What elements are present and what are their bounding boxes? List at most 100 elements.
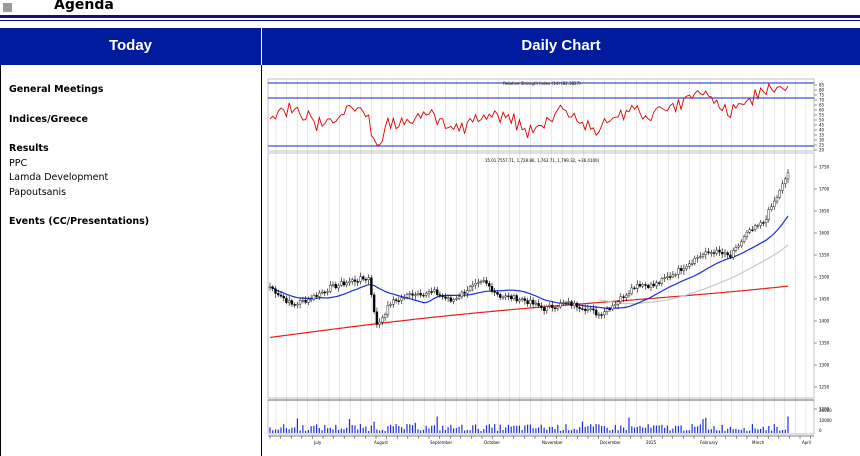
volume-bar	[603, 426, 605, 433]
volume-bar	[310, 426, 312, 433]
volume-bar	[746, 430, 748, 433]
volume-bar	[617, 430, 619, 433]
candle-body	[411, 293, 414, 296]
candle-body	[526, 300, 529, 304]
volume-panel-frame	[267, 399, 815, 435]
candle-body	[567, 301, 570, 303]
candle-body	[562, 302, 565, 304]
candle-body	[268, 286, 272, 289]
volume-axis-ticks: 20000 10000 0	[819, 408, 832, 433]
candle-body	[298, 300, 302, 305]
volume-bar	[683, 430, 685, 433]
candle-body	[529, 299, 532, 304]
candle-body	[592, 308, 595, 311]
price-tick-label: 1400	[819, 319, 830, 324]
candle-body	[433, 289, 436, 292]
today-column: General Meetings Indices/Greece Results …	[0, 65, 262, 456]
candle-body	[581, 308, 584, 310]
volume-bar	[291, 427, 293, 433]
gray-square-icon	[3, 3, 12, 12]
volume-bar	[294, 427, 296, 433]
x-month-label: March	[752, 440, 765, 445]
candle-body	[304, 299, 307, 303]
candle-body	[548, 304, 551, 307]
volume-bar	[450, 424, 452, 433]
agenda-heading-events: Events (CC/Presentations)	[9, 216, 150, 227]
candle-body	[471, 284, 475, 287]
price-axis-ticks: 1750 1700 1650 1600 1550 1500 1450 1400 1350 1300…	[814, 165, 830, 412]
volume-bars	[269, 416, 789, 433]
rsi-tick-label: 80	[819, 88, 825, 93]
volume-bar	[283, 424, 285, 433]
candle-body	[296, 303, 299, 306]
candle-body	[677, 268, 680, 275]
candle-body	[389, 304, 392, 306]
volume-bar	[562, 430, 564, 433]
price-tick-label: 1650	[819, 209, 830, 214]
volume-bar	[768, 426, 770, 433]
volume-bar	[612, 429, 614, 433]
candle-body	[545, 306, 548, 311]
volume-bar	[403, 429, 405, 433]
candle-body	[504, 295, 507, 298]
volume-bar	[318, 428, 320, 433]
candle-body	[315, 295, 318, 297]
volume-bar	[628, 417, 630, 433]
volume-bar	[749, 430, 751, 433]
candle-body	[668, 276, 672, 278]
candle-body	[307, 298, 310, 303]
rsi-panel: Relative Strength Index (14) (82.3827) 8…	[267, 78, 825, 153]
volume-bar	[581, 421, 583, 433]
volume-bar	[379, 430, 381, 433]
candle-body	[518, 299, 521, 302]
candle-body	[466, 290, 469, 294]
candle-body	[323, 291, 326, 294]
volume-bar	[444, 430, 446, 433]
candle-body	[274, 288, 277, 294]
candle-body	[707, 251, 710, 254]
volume-bar	[274, 429, 277, 433]
volume-bar	[376, 429, 378, 433]
candle-body	[290, 300, 294, 305]
volume-bar	[691, 424, 693, 433]
volume-bar	[661, 424, 663, 433]
volume-bar	[327, 428, 329, 433]
candle-body	[350, 279, 354, 282]
candle-body	[496, 291, 499, 295]
x-month-label: 2025	[646, 440, 657, 445]
volume-bar	[565, 424, 567, 433]
top-bar: Agenda	[0, 0, 860, 16]
candle-body	[559, 303, 562, 308]
volume-bar	[779, 430, 781, 433]
volume-bar	[335, 424, 337, 433]
volume-bar	[669, 430, 671, 433]
volume-bar	[425, 425, 427, 433]
volume-bar	[639, 426, 641, 433]
price-tick-label: 1550	[819, 253, 830, 258]
candle-body	[435, 289, 439, 295]
volume-bar	[491, 427, 493, 433]
volume-bar	[631, 426, 633, 433]
column-header-daily-chart: Daily Chart	[521, 37, 601, 54]
candle-body	[775, 197, 779, 202]
x-month-label: August	[374, 440, 388, 445]
volume-bar	[590, 424, 592, 433]
candle-body	[729, 254, 732, 258]
volume-bar	[307, 430, 309, 433]
volume-bar	[535, 428, 537, 433]
candle-body	[638, 284, 642, 287]
candle-body	[584, 308, 587, 311]
volume-bar	[718, 430, 721, 433]
candle-body	[370, 277, 373, 295]
candle-body	[364, 278, 368, 281]
candle-body	[507, 295, 510, 298]
volume-bar	[277, 429, 279, 433]
candle-body	[679, 268, 683, 271]
volume-bar	[433, 425, 435, 433]
volume-bar	[329, 427, 331, 433]
volume-bar	[781, 430, 784, 433]
agenda-heading-results: Results	[9, 143, 49, 154]
candle-body	[444, 296, 447, 299]
candle-body	[710, 252, 713, 254]
candle-body	[641, 284, 644, 287]
